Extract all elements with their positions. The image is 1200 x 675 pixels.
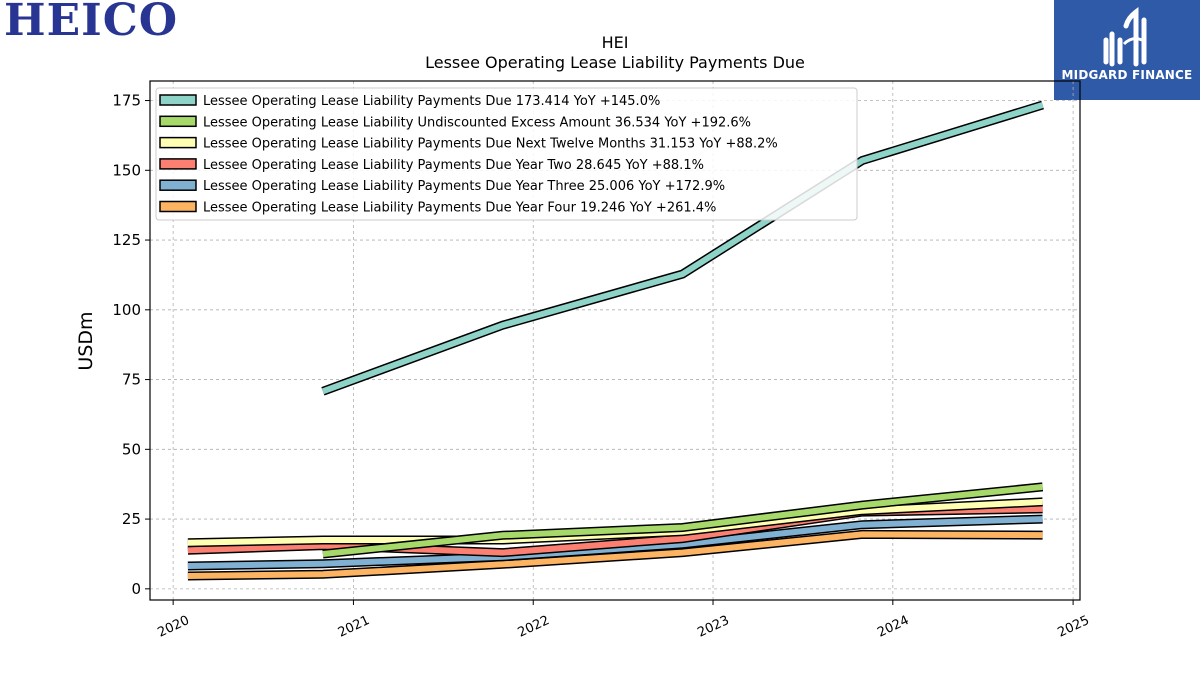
y-tick-label: 0 [131, 580, 141, 598]
chart-ticker: HEI [602, 33, 629, 52]
legend-item: Lessee Operating Lease Liability Payment… [159, 158, 704, 173]
legend-label: Lessee Operating Lease Liability Payment… [203, 137, 778, 152]
chart-title-group: HEI Lessee Operating Lease Liability Pay… [425, 33, 805, 72]
legend-swatch [159, 115, 197, 128]
legend-label: Lessee Operating Lease Liability Payment… [203, 94, 660, 109]
x-tick-label: 2021 [336, 613, 372, 641]
legend-box [155, 87, 858, 221]
y-tick-label: 150 [112, 161, 141, 179]
series-line-fill [321, 102, 1044, 395]
legend-label: Lessee Operating Lease Liability Undisco… [203, 115, 751, 130]
y-tick-label: 75 [122, 371, 141, 389]
heico-logo: HEICO [4, 0, 179, 46]
x-tick-label: 2023 [695, 613, 731, 641]
x-tick-label: 2020 [156, 613, 192, 641]
y-tick-label: 100 [112, 301, 141, 319]
midgard-logo-icon [1103, 6, 1147, 67]
y-tick-label: 125 [112, 231, 141, 249]
series-line-fill [187, 531, 1043, 579]
x-tick-label: 2024 [875, 613, 911, 641]
legend-swatch [159, 200, 197, 213]
y-axis-label: USDm [75, 311, 97, 370]
legend-swatch [159, 179, 197, 191]
legend-swatch [159, 94, 197, 106]
series-line [321, 100, 1044, 396]
y-tick-label: 25 [122, 510, 141, 528]
series-line-fill [322, 483, 1043, 557]
legend-item: Lessee Operating Lease Liability Payment… [159, 179, 725, 194]
legend-item: Lessee Operating Lease Liability Payment… [159, 136, 778, 152]
series-group [187, 100, 1044, 581]
legend-swatch [159, 136, 197, 149]
legend-item: Lessee Operating Lease Liability Payment… [159, 200, 716, 216]
x-axis: 2020 2021 2022 2023 2024 2025 [156, 600, 1092, 641]
y-tick-label: 50 [122, 440, 141, 458]
midgard-finance-badge: MIDGARD FINANCE [1054, 0, 1200, 100]
chart-title: Lessee Operating Lease Liability Payment… [425, 53, 805, 72]
legend-item: Lessee Operating Lease Liability Payment… [159, 94, 660, 109]
legend-swatch [159, 158, 197, 170]
x-tick-label: 2022 [516, 613, 552, 641]
legend-label: Lessee Operating Lease Liability Payment… [203, 179, 725, 194]
y-axis: 0 25 50 75 100 125 150 175 [112, 92, 150, 598]
x-tick-label: 2025 [1055, 613, 1091, 641]
plot-frame [149, 80, 1081, 601]
series-line [187, 529, 1043, 581]
series-line [187, 514, 1043, 571]
y-tick-label: 175 [112, 92, 141, 110]
series-line [322, 482, 1044, 559]
series-line-fill [187, 516, 1043, 569]
legend-item: Lessee Operating Lease Liability Undisco… [159, 115, 751, 130]
legend: Lessee Operating Lease Liability Payment… [155, 87, 858, 221]
badge-label: MIDGARD FINANCE [1061, 68, 1193, 82]
legend-label: Lessee Operating Lease Liability Payment… [203, 158, 704, 173]
legend-label: Lessee Operating Lease Liability Payment… [203, 201, 716, 216]
